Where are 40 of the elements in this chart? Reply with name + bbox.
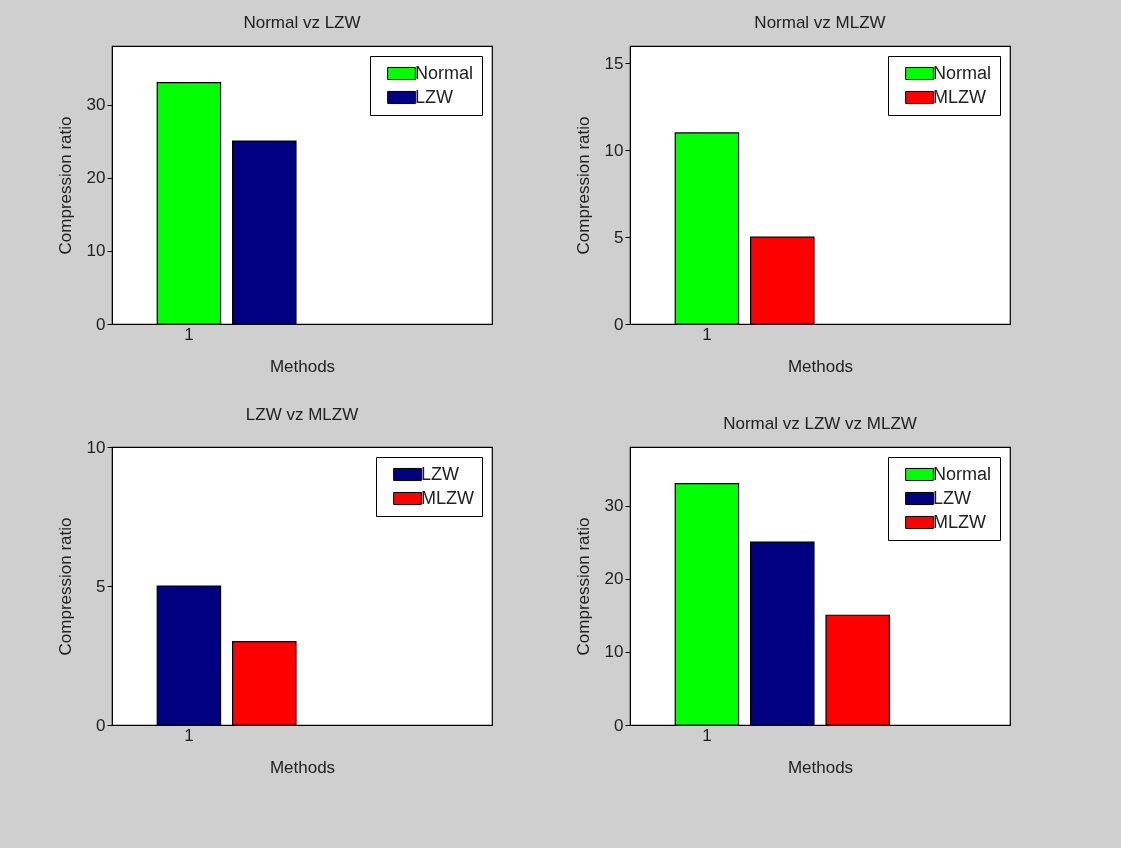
y-tick-label: 0 [614,715,624,735]
legend-label: Normal [933,463,992,484]
x-axis-title: Methods [269,757,336,777]
x-tick-label: 1 [184,324,194,344]
legend-label: MLZW [933,86,986,107]
chart-title: Normal vz LZW [243,13,361,32]
chart-title: Normal vz LZW vz MLZW [723,414,917,433]
x-tick-label: 1 [184,725,194,745]
x-tick-label: 1 [702,324,712,344]
y-tick-label: 0 [96,715,106,735]
y-tick-label: 5 [96,576,106,596]
y-axis-title: Compression ratio [573,116,593,255]
legend-label: MLZW [421,487,474,508]
y-axis-title: Compression ratio [55,116,75,255]
y-tick-label: 10 [604,140,624,160]
legend-label: LZW [933,487,972,508]
y-tick-label: 0 [614,314,624,334]
y-tick-label: 10 [86,241,106,261]
x-tick-label: 1 [702,725,712,745]
legend-label: LZW [421,463,460,484]
chart-title: LZW vz MLZW [245,405,359,424]
x-axis-title: Methods [787,356,854,376]
y-axis-title: Compression ratio [55,517,75,656]
y-tick-label: 20 [86,168,106,188]
y-tick-label: 5 [614,227,624,247]
x-axis-title: Methods [269,356,336,376]
legend-label: LZW [415,86,454,107]
chart-title: Normal vz MLZW [754,13,886,32]
legend-label: Normal [415,62,474,83]
y-tick-label: 10 [604,642,624,662]
y-tick-label: 20 [604,569,624,589]
legend-label: MLZW [933,511,986,532]
y-tick-label: 15 [604,53,624,73]
legend-label: Normal [933,62,992,83]
y-tick-label: 10 [86,437,106,457]
x-axis-title: Methods [787,757,854,777]
y-axis-title: Compression ratio [573,517,593,656]
y-tick-label: 30 [604,496,624,516]
y-tick-label: 0 [96,314,106,334]
y-tick-label: 30 [86,95,106,115]
